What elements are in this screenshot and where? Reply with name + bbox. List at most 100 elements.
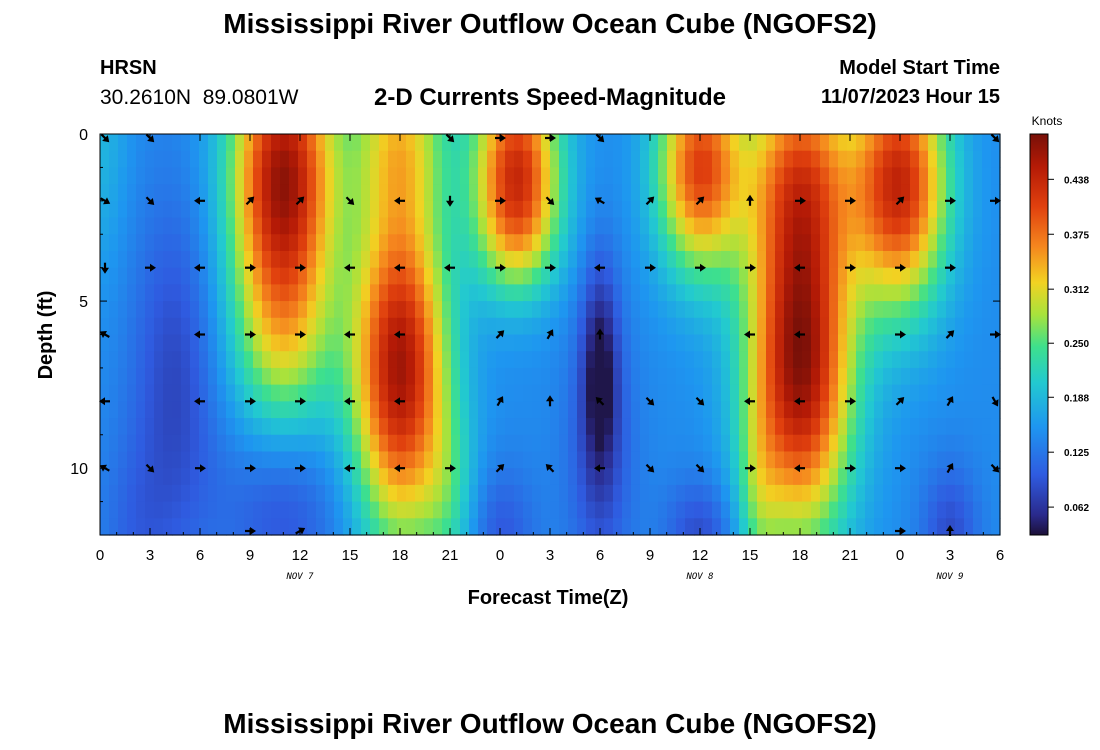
heatmap-cell	[613, 484, 623, 503]
heatmap-cell	[973, 334, 983, 352]
heatmap-cell	[703, 200, 713, 219]
heatmap-cell	[406, 250, 416, 269]
heatmap-cell	[433, 384, 443, 402]
heatmap-cell	[343, 150, 353, 169]
heatmap-cell	[307, 267, 317, 285]
heatmap-cell	[244, 284, 254, 302]
heatmap-cell	[532, 484, 542, 503]
heatmap-cell	[694, 150, 704, 169]
heatmap-cell	[514, 501, 524, 519]
heatmap-cell	[559, 150, 569, 169]
heatmap-cell	[784, 317, 794, 336]
heatmap-cell	[136, 468, 146, 486]
heatmap-cell	[478, 334, 488, 352]
heatmap-cell	[307, 401, 317, 419]
heatmap-cell	[766, 484, 776, 503]
heatmap-cell	[118, 267, 128, 285]
current-arrow	[495, 196, 506, 205]
heatmap-cell	[451, 468, 461, 486]
heatmap-cell	[982, 150, 992, 169]
heatmap-cell	[199, 184, 209, 202]
heatmap-cell	[811, 317, 821, 336]
heatmap-cell	[910, 351, 920, 369]
heatmap-cell	[514, 250, 524, 269]
heatmap-cell	[748, 418, 758, 436]
heatmap-cell	[280, 217, 290, 235]
heatmap-cell	[334, 250, 344, 269]
heatmap-cell	[271, 501, 281, 519]
heatmap-cell	[883, 301, 893, 319]
current-arrow	[744, 330, 755, 339]
heatmap-cell	[874, 367, 884, 386]
heatmap-cell	[100, 134, 110, 152]
heatmap-cell	[154, 367, 164, 386]
heatmap-cell	[901, 150, 911, 169]
heatmap-cell	[523, 150, 533, 169]
heatmap-cell	[127, 301, 137, 319]
heatmap-cell	[748, 200, 758, 219]
heatmap-cell	[838, 501, 848, 519]
heatmap-cell	[505, 167, 515, 185]
heatmap-cell	[541, 167, 551, 185]
heatmap-cell	[793, 184, 803, 202]
heatmap-cell	[280, 284, 290, 302]
heatmap-cell	[586, 200, 596, 219]
heatmap-cell	[244, 234, 254, 252]
colorbar	[1029, 133, 1049, 536]
heatmap-cell	[613, 150, 623, 169]
heatmap-cell	[496, 468, 506, 486]
heatmap-cell	[415, 217, 425, 235]
heatmap-cell	[577, 468, 587, 486]
heatmap-cell	[721, 334, 731, 352]
heatmap-cell	[541, 284, 551, 302]
heatmap-cell	[361, 384, 371, 402]
heatmap-cell	[127, 451, 137, 469]
heatmap-cell	[982, 367, 992, 386]
heatmap-cell	[820, 401, 830, 419]
heatmap-cell	[631, 234, 641, 252]
heatmap-cell	[370, 518, 380, 536]
heatmap-cell	[469, 284, 479, 302]
heatmap-cell	[730, 518, 740, 536]
heatmap-cell	[748, 384, 758, 402]
heatmap-cell	[640, 200, 650, 219]
heatmap-cell	[532, 518, 542, 536]
heatmap-cell	[613, 167, 623, 185]
heatmap-cell	[379, 501, 389, 519]
heatmap-cell	[883, 468, 893, 486]
heatmap-cell	[217, 418, 227, 436]
heatmap-cell	[667, 134, 677, 152]
heatmap-cell	[487, 367, 497, 386]
heatmap-cell	[649, 518, 659, 536]
heatmap-cell	[721, 518, 731, 536]
heatmap-cell	[946, 150, 956, 169]
heatmap-cell	[379, 217, 389, 235]
heatmap-cell	[766, 167, 776, 185]
heatmap-cell	[757, 434, 767, 453]
current-arrow	[394, 397, 405, 406]
heatmap-cell	[991, 367, 1001, 386]
heatmap-cell	[838, 234, 848, 252]
heatmap-cell	[163, 217, 173, 235]
current-arrow	[546, 329, 554, 340]
heatmap-cell	[739, 434, 749, 453]
heatmap-cell	[919, 150, 929, 169]
heatmap-cell	[541, 367, 551, 386]
heatmap-cell	[928, 301, 938, 319]
heatmap-cell	[883, 418, 893, 436]
heatmap-cell	[847, 501, 857, 519]
heatmap-cell	[469, 184, 479, 202]
heatmap-cell	[568, 217, 578, 235]
heatmap-cell	[766, 367, 776, 386]
current-arrow	[145, 263, 156, 272]
heatmap-cell	[379, 384, 389, 402]
heatmap-cell	[946, 367, 956, 386]
heatmap-cell	[991, 401, 1001, 419]
heatmap-cell	[433, 284, 443, 302]
heatmap-cell	[433, 351, 443, 369]
heatmap-cell	[190, 518, 200, 536]
date-label: NOV 9	[935, 572, 963, 582]
heatmap-cell	[712, 184, 722, 202]
heatmap-cell	[982, 217, 992, 235]
heatmap-cell	[928, 367, 938, 386]
